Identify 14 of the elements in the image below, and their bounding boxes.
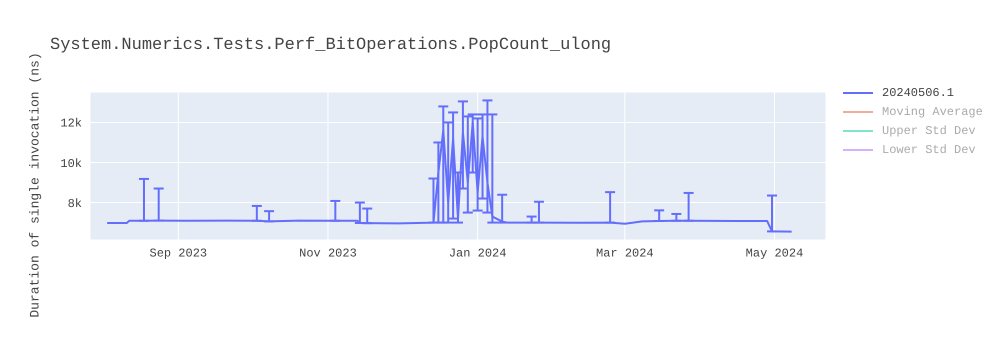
y-tick-label: 10k [60,156,82,171]
x-tick-label: Nov 2023 [299,246,357,261]
legend-label: 20240506.1 [882,86,954,100]
legend-label: Moving Average [882,104,983,118]
x-tick-label: Jan 2024 [448,246,506,261]
x-tick-label: Sep 2023 [150,246,208,261]
y-tick-label: 8k [68,196,82,211]
x-tick-label: May 2024 [746,246,804,261]
chart-title: System.Numerics.Tests.Perf_BitOperations.PopCount_ulong [50,36,612,55]
x-tick-label: Mar 2024 [596,246,654,261]
legend-label: Lower Std Dev [882,142,976,156]
y-axis-title: Duration of single invocation (ns) [28,52,42,318]
legend-label: Upper Std Dev [882,124,976,138]
y-tick-label: 12k [60,116,82,131]
